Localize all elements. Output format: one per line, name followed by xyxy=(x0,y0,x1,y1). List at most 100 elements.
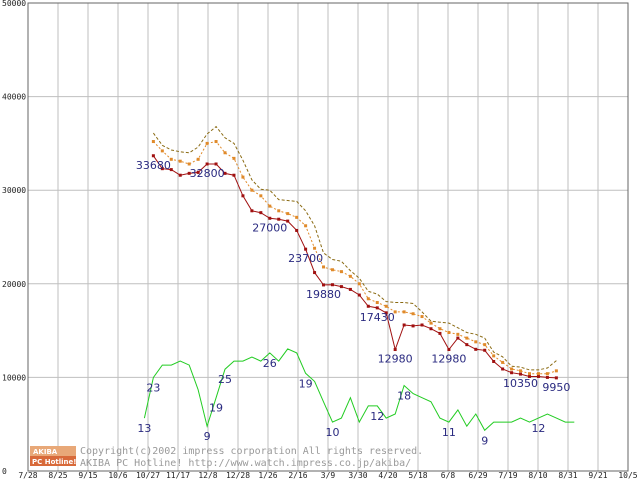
x-axis-ticks: 7/28 8/25 9/15 10/6 10/27 11/17 12/8 12/28 1/26 2… xyxy=(18,471,637,480)
data-label: 19880 xyxy=(306,288,341,301)
data-label: 32800 xyxy=(190,167,225,180)
copyright-text: Copyright(c)2002 impress corporation All… xyxy=(80,446,423,457)
data-label: 18 xyxy=(397,389,411,402)
x-tick-label: 9/15 xyxy=(78,471,97,480)
data-point-price_avg xyxy=(232,156,236,160)
y-tick-label: 0 xyxy=(2,467,7,476)
data-point-price_low xyxy=(277,217,281,221)
data-point-price_avg xyxy=(366,297,370,301)
data-point-price_avg xyxy=(322,265,326,269)
data-label: 12 xyxy=(531,422,545,435)
data-point-price_avg xyxy=(223,151,227,155)
data-point-price_avg xyxy=(510,367,514,371)
data-point-price_avg xyxy=(295,215,299,219)
data-point-price_low xyxy=(259,211,263,215)
data-point-price_low xyxy=(429,327,433,331)
data-label: 27000 xyxy=(252,221,287,234)
watermark: AKIBA PC Hotline! Copyright(c)2002 impre… xyxy=(30,446,423,469)
data-point-price_low xyxy=(420,323,424,327)
data-label: 26 xyxy=(263,357,277,370)
data-point-price_avg xyxy=(447,330,451,334)
data-point-price_avg xyxy=(483,343,487,347)
series-layer xyxy=(143,125,575,432)
data-point-price_avg xyxy=(214,140,218,144)
data-point-price_low xyxy=(250,209,254,213)
x-tick-label: 3/30 xyxy=(348,471,367,480)
data-point-price_avg xyxy=(527,372,531,376)
data-point-price_avg xyxy=(465,336,469,340)
data-point-price_low xyxy=(474,347,478,351)
data-point-price_low xyxy=(384,311,388,315)
series-line-shop_count xyxy=(143,348,575,432)
series-line-price_avg xyxy=(153,140,557,375)
data-label: 9 xyxy=(481,434,488,447)
x-tick-label: 5/18 xyxy=(408,471,427,480)
data-point-price_low xyxy=(510,371,514,375)
data-point-price_low xyxy=(339,285,343,289)
data-label: 25 xyxy=(218,373,232,386)
data-point-price_low xyxy=(268,216,272,220)
logo-bottom-text: PC Hotline! xyxy=(32,458,76,466)
data-point-price_low xyxy=(178,173,182,177)
data-point-price_low xyxy=(196,170,200,174)
site-url-text: AKIBA PC Hotline! http://www.watch.impre… xyxy=(80,458,411,469)
data-point-price_low xyxy=(447,348,451,352)
data-point-price_avg xyxy=(187,162,191,166)
plot-border xyxy=(27,2,629,472)
data-point-price_avg xyxy=(196,157,200,161)
data-point-price_low xyxy=(545,375,549,379)
data-point-price_low xyxy=(536,374,540,378)
data-label: 10350 xyxy=(503,377,538,390)
data-point-price_avg xyxy=(357,282,361,286)
data-point-price_avg xyxy=(384,304,388,308)
logo-top-text: AKIBA xyxy=(33,448,58,456)
x-tick-label: 11/17 xyxy=(166,471,190,480)
y-tick-label: 20000 xyxy=(2,280,26,289)
data-point-price_avg xyxy=(492,354,496,358)
data-point-price_low xyxy=(160,167,164,171)
data-point-price_avg xyxy=(429,321,433,325)
logo-bottom-block xyxy=(30,456,76,466)
data-point-price_low xyxy=(295,228,299,232)
data-point-price_avg xyxy=(375,301,379,305)
x-tick-label: 8/10 xyxy=(528,471,547,480)
data-point-price_low xyxy=(205,162,209,166)
x-tick-label: 9/21 xyxy=(588,471,607,480)
data-point-price_avg xyxy=(519,369,523,373)
y-tick-label: 40000 xyxy=(2,93,26,102)
data-point-price_low xyxy=(393,348,397,352)
logo-top-block xyxy=(30,446,76,456)
y-tick-label: 30000 xyxy=(2,186,26,195)
data-point-price_low xyxy=(313,271,317,275)
data-point-price_low xyxy=(304,247,308,251)
x-tick-label: 6/8 xyxy=(441,471,456,480)
data-label: 23700 xyxy=(288,252,323,265)
data-point-price_avg xyxy=(169,157,173,161)
data-point-price_avg xyxy=(205,141,209,145)
data-label: 9950 xyxy=(542,381,570,394)
data-point-price_low xyxy=(348,287,352,291)
data-point-price_low xyxy=(465,343,469,347)
x-tick-label: 12/28 xyxy=(226,471,250,480)
data-point-price_avg xyxy=(420,315,424,319)
x-tick-label: 8/31 xyxy=(558,471,577,480)
data-point-price_low xyxy=(366,304,370,308)
data-point-price_low xyxy=(241,194,245,198)
data-label: 12 xyxy=(370,410,384,423)
data-point-price_avg xyxy=(554,369,558,373)
data-point-price_low xyxy=(554,376,558,380)
data-point-price_avg xyxy=(501,360,505,364)
data-point-price_low xyxy=(519,372,523,376)
x-tick-label: 10/6 xyxy=(108,471,127,480)
y-tick-label: 10000 xyxy=(2,373,26,382)
data-point-price_low xyxy=(187,171,191,175)
data-point-price_low xyxy=(357,293,361,297)
data-point-price_avg xyxy=(456,332,460,336)
y-tick-label: 50000 xyxy=(2,0,26,8)
x-tick-label: 7/28 xyxy=(18,471,37,480)
data-point-price_low xyxy=(492,359,496,363)
series-line-price_low xyxy=(152,155,557,379)
data-label: 33680 xyxy=(136,159,171,172)
data-label: 12980 xyxy=(431,353,466,366)
